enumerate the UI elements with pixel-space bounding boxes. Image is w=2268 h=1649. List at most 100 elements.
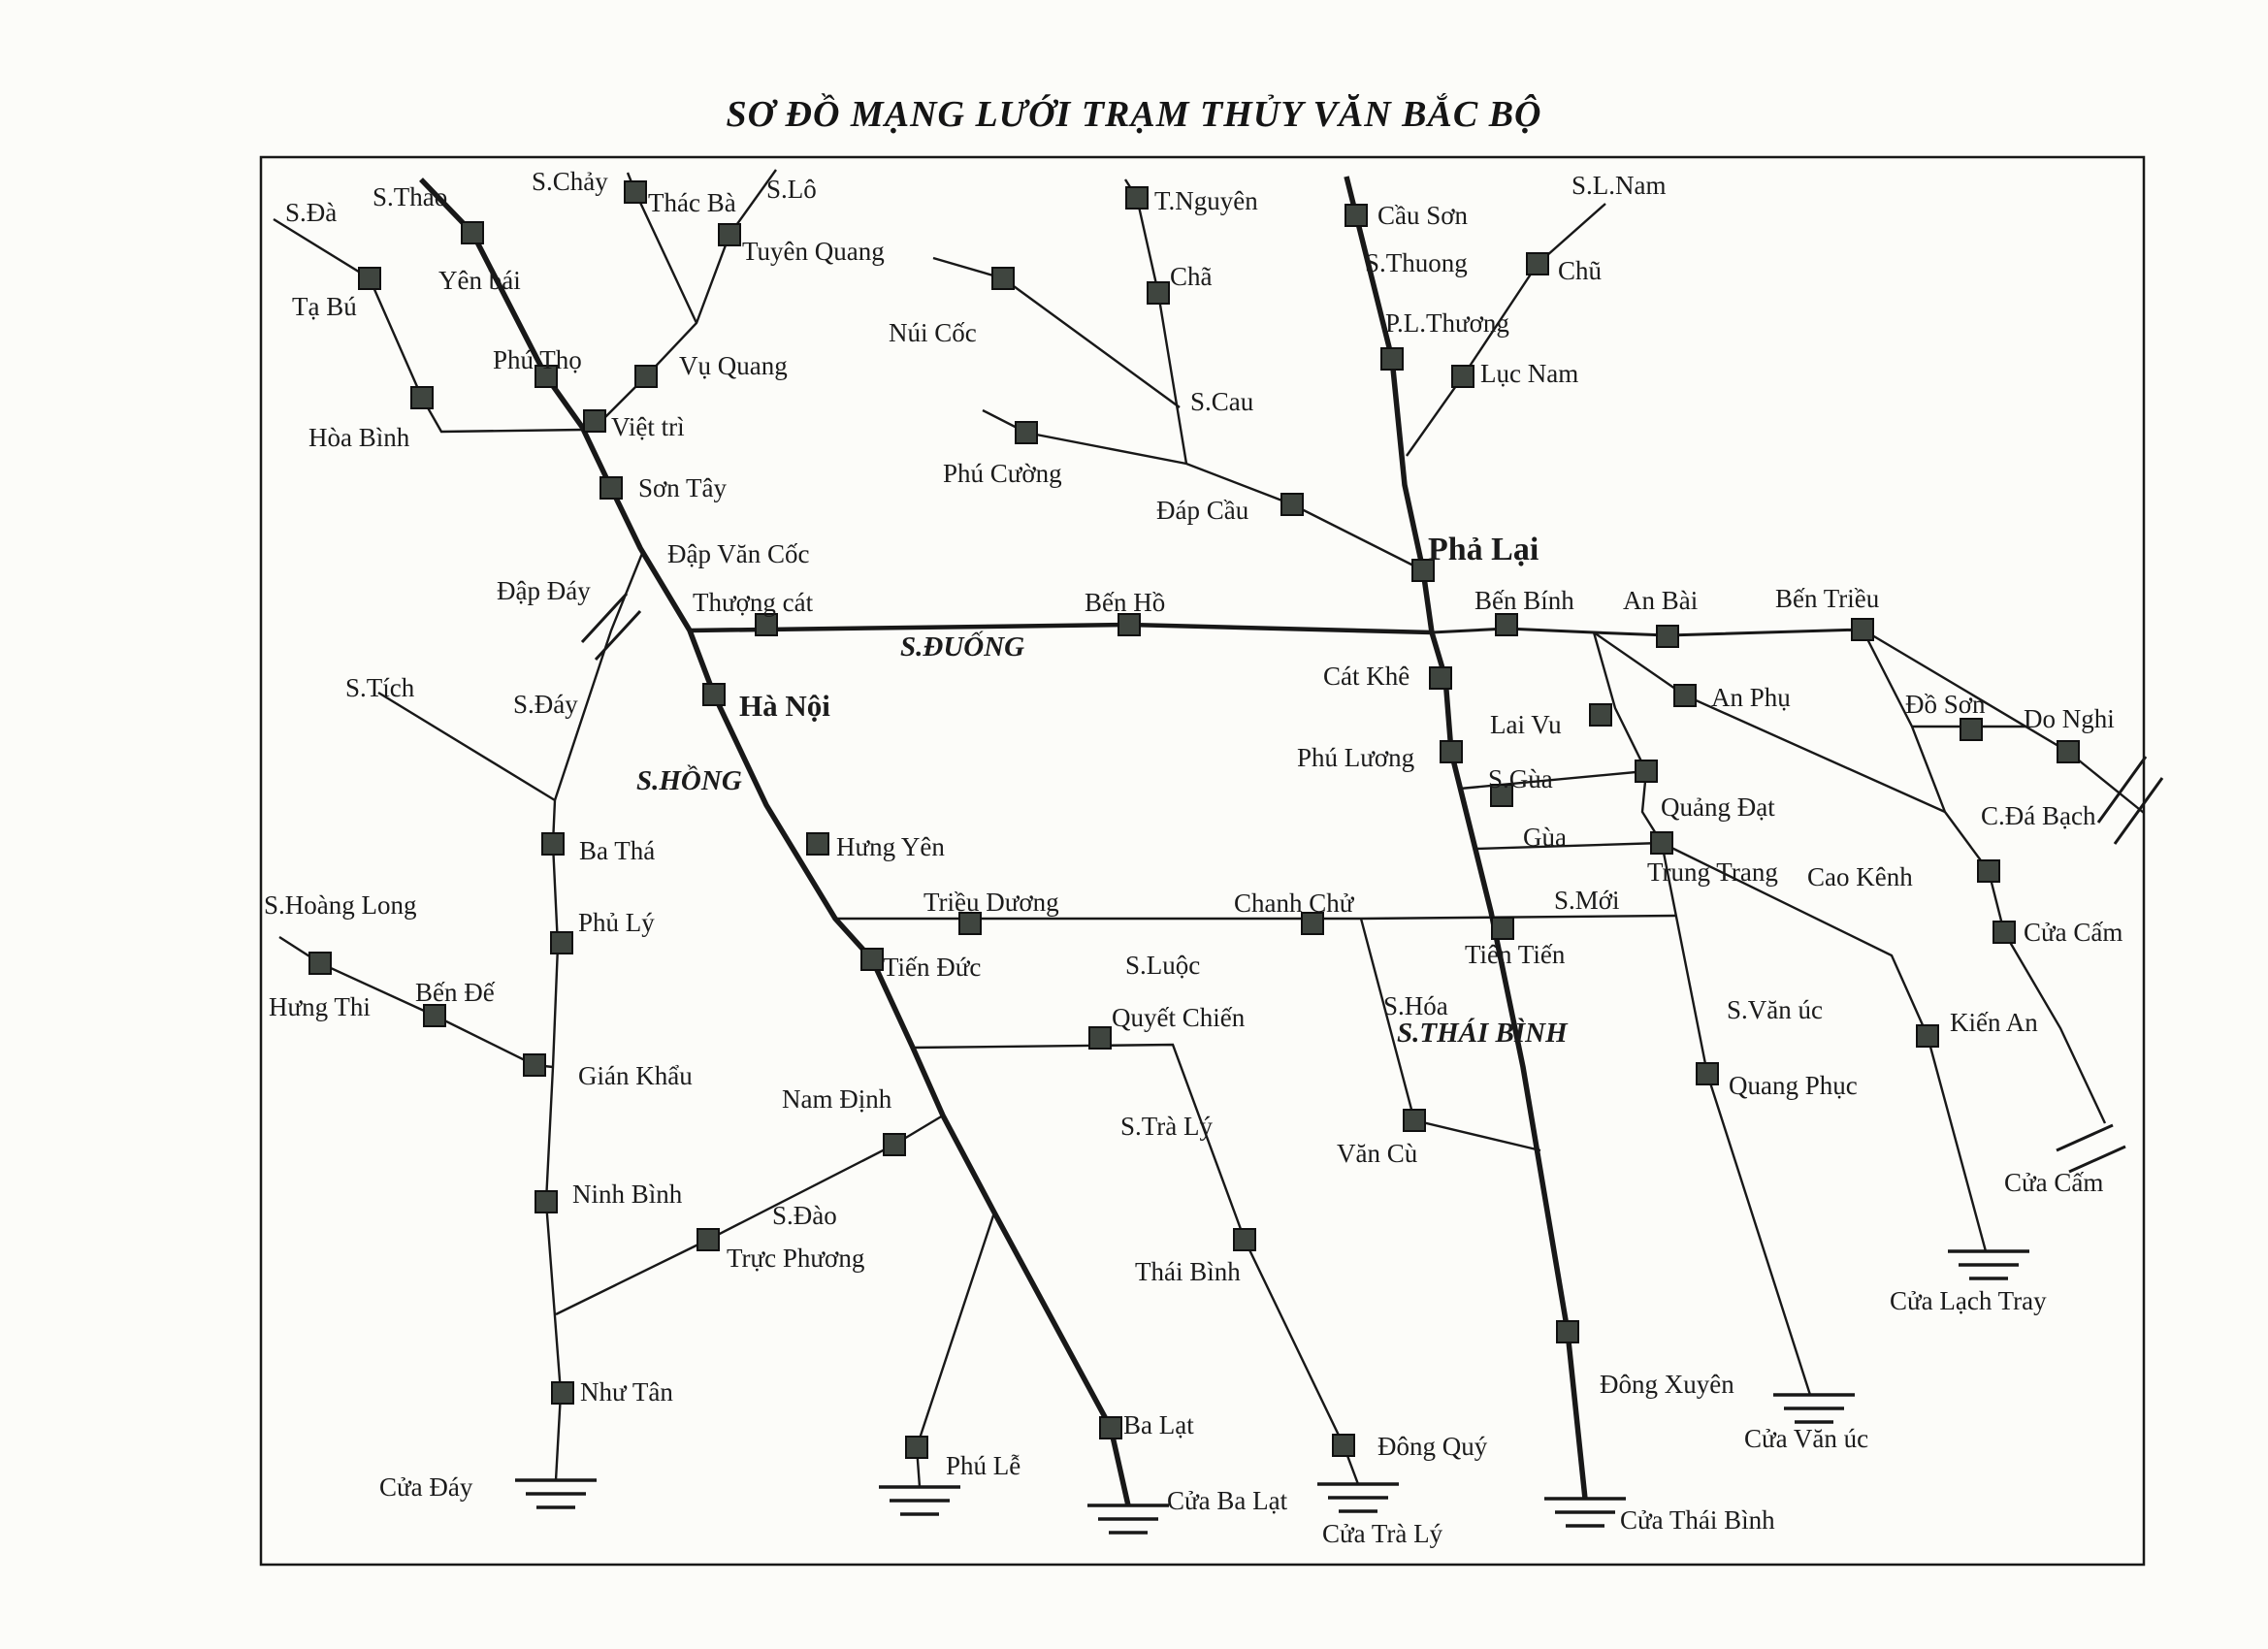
label-s-tra-ly: S.Trà Lý: [1120, 1112, 1214, 1141]
station-marker-trung-trang: [1650, 831, 1673, 855]
label-dap-van-coc: Đập Văn Cốc: [667, 539, 809, 568]
river-song-cau: [1123, 178, 1188, 465]
station-marker-chu: [1526, 252, 1549, 275]
station-label-yen-bai: Yên bái: [438, 266, 521, 295]
station-marker-ben-binh: [1495, 613, 1518, 636]
station-marker-yen-bai: [461, 221, 484, 244]
label-cua-tra-ly: Cửa Trà Lý: [1322, 1519, 1443, 1548]
cua-cam-mark-slash1: [2056, 1123, 2114, 1152]
station-label-dong-xuyen: Đông Xuyên: [1600, 1370, 1734, 1399]
station-label-son-tay: Sơn Tây: [638, 473, 728, 502]
station-marker-nam-dinh: [883, 1133, 906, 1156]
station-marker-ninh-binh: [535, 1190, 558, 1213]
station-marker-phu-tho: [535, 365, 558, 388]
station-label-lai-vu: Lai Vu: [1490, 710, 1562, 739]
da-bach-mark-slash2: [2113, 777, 2164, 845]
river-song-lach-tray: [1661, 841, 1988, 1252]
station-marker-hung-yen: [806, 832, 829, 856]
map-frame: [259, 155, 2146, 1567]
station-label-kien-an: Kiến An: [1950, 1008, 2038, 1037]
label-s-hoang-long: S.Hoàng Long: [264, 890, 417, 920]
station-marker-chanh-chu: [1301, 912, 1324, 935]
station-marker-vu-quang: [634, 365, 658, 388]
station-marker-van-cu: [1403, 1109, 1426, 1132]
station-label-cau-son: Cầu Sơn: [1377, 201, 1469, 230]
station-label-thac-ba: Thác Bà: [648, 188, 736, 217]
label-s-da: S.Đà: [285, 198, 337, 227]
station-label-quyet-chien: Quyết Chiến: [1112, 1003, 1246, 1032]
label-s-gua: S.Gùa: [1488, 764, 1553, 793]
station-marker-nhu-tan: [551, 1381, 574, 1405]
station-marker-ha-noi: [702, 683, 726, 706]
station-label-ben-ho: Bến Hồ: [1085, 588, 1165, 617]
station-label-cat-khe: Cát Khê: [1323, 662, 1409, 691]
station-label-chu: Chũ: [1558, 256, 1603, 285]
label-s-luoc: S.Luộc: [1125, 951, 1200, 980]
station-label-quang-phuc: Quang Phục: [1729, 1071, 1858, 1100]
station-label-nam-dinh: Nam Định: [782, 1084, 892, 1114]
station-marker-dong-quy: [1332, 1434, 1355, 1457]
station-label-hung-yen: Hưng Yên: [836, 832, 945, 861]
river-song-lo: [598, 169, 777, 425]
river-song-duong: [689, 622, 1433, 635]
station-marker-dap-cau: [1280, 493, 1304, 516]
station-label-trung-trang: Trung Trang: [1647, 857, 1778, 887]
station-marker-ta-bu: [358, 267, 381, 290]
station-marker-cat-khe: [1429, 666, 1452, 690]
da-bach-mark-slash1: [2096, 756, 2148, 824]
station-marker-quyet-chien: [1088, 1026, 1112, 1050]
station-label-hung-thi: Hưng Thi: [269, 992, 371, 1021]
station-label-thai-binh: Thái Bình: [1135, 1257, 1241, 1286]
station-marker-quang-dat: [1635, 760, 1658, 783]
station-label-dong-quy: Đông Quý: [1377, 1432, 1488, 1461]
station-label-nui-coc: Núi Cốc: [889, 318, 977, 347]
station-marker-kien-an: [1916, 1024, 1939, 1048]
label-s-thao: S.Thao: [373, 182, 447, 211]
river-song-dao: [555, 1114, 944, 1316]
station-label-tien-duc: Tiến Đức: [883, 953, 981, 982]
station-marker-thai-binh: [1233, 1228, 1256, 1251]
label-s-l-nam: S.L.Nam: [1571, 171, 1667, 200]
station-label-do-son: Đồ Sơn: [1905, 690, 1986, 719]
station-label-cao-kenh: Cao Kênh: [1807, 862, 1913, 891]
river-song-tich: [377, 691, 556, 802]
label-s-thai-binh: S.THÁI BÌNH: [1397, 1017, 1569, 1049]
map-title: SƠ ĐỒ MẠNG LƯỚI TRẠM THỦY VĂN BẮC BỘ: [726, 94, 1542, 135]
station-marker-ben-de: [423, 1004, 446, 1027]
station-marker-tien-duc: [860, 948, 884, 971]
station-label-thuong-cat: Thượng cát: [693, 588, 814, 617]
river-song-luc-nam: [1406, 203, 1606, 457]
label-s-hoa: S.Hóa: [1383, 991, 1448, 1020]
station-label-dap-cau: Đáp Cầu: [1156, 496, 1249, 525]
station-label-ba-lat: Ba Lạt: [1123, 1410, 1194, 1439]
dap-day-mark-slash2: [594, 609, 642, 662]
station-label-cha: Chã: [1170, 262, 1213, 291]
label-s-chay: S.Chảy: [532, 167, 608, 196]
station-marker-ba-tha: [541, 832, 565, 856]
river-song-ca-lo: [982, 408, 1424, 572]
station-label-do-nghi: Do Nghi: [2024, 704, 2115, 733]
station-marker-gian-khau: [523, 1053, 546, 1077]
label-c-da-bach: C.Đá Bạch: [1981, 801, 2096, 830]
station-label-ninh-binh: Ninh Bình: [572, 1180, 683, 1209]
station-marker-phu-le: [905, 1436, 928, 1459]
station-marker-lai-vu: [1589, 703, 1612, 727]
station-marker-hoa-binh: [410, 386, 434, 409]
station-marker-do-nghi: [2057, 740, 2080, 763]
river-song-thuong-thai-binh: [1344, 176, 1588, 1500]
station-label-pl-thuong: P.L.Thương: [1385, 308, 1509, 338]
label-s-day: S.Đáy: [513, 690, 578, 719]
station-marker-dong-xuyen: [1556, 1320, 1579, 1343]
station-label-hoa-binh: Hòa Bình: [308, 423, 410, 452]
label-dap-day: Đập Đáy: [497, 576, 591, 605]
dap-day-mark-slash1: [580, 592, 629, 644]
station-marker-hung-thi: [308, 952, 332, 975]
station-label-cua-cam-station: Cửa Cấm: [2024, 918, 2122, 947]
label-s-hong: S.HỒNG: [636, 763, 742, 796]
station-marker-cua-cam-station: [1993, 921, 2016, 944]
river-song-thao-hong: [419, 178, 1131, 1506]
label-cua-day: Cửa Đáy: [379, 1472, 473, 1502]
station-label-ben-trieu: Bến Triều: [1775, 584, 1880, 613]
station-label-gua: Gùa: [1523, 823, 1567, 852]
